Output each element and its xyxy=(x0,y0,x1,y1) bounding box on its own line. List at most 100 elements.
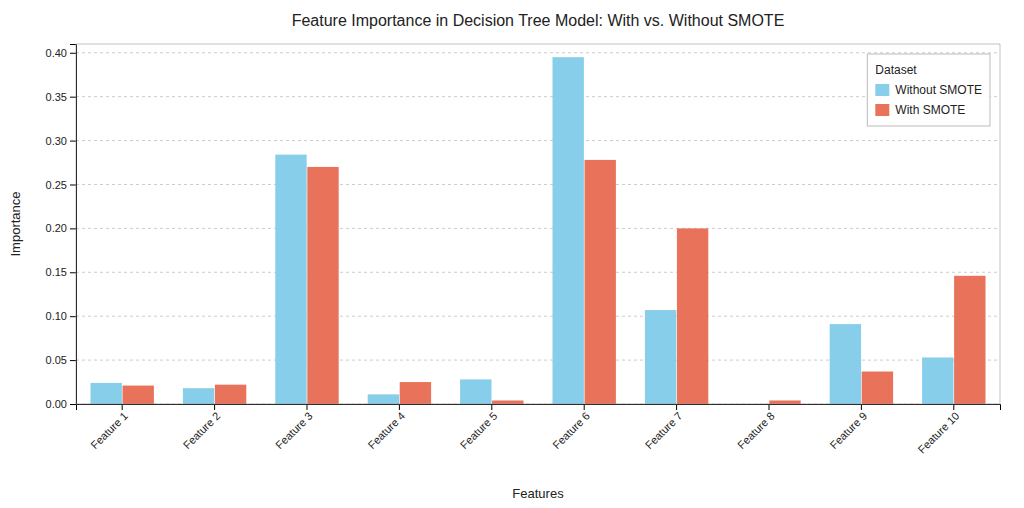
tick-mark xyxy=(70,141,76,142)
y-tick: 0.40 xyxy=(46,47,76,59)
bar xyxy=(553,57,584,404)
y-tick: 0.10 xyxy=(46,310,76,322)
x-tick: Feature 9 xyxy=(827,404,869,451)
tick-mark xyxy=(307,404,308,410)
x-tick: Feature 2 xyxy=(181,404,223,451)
tick-mark xyxy=(70,228,76,229)
bar xyxy=(460,379,491,404)
y-tick: 0.05 xyxy=(46,354,76,366)
grid-line xyxy=(76,96,1000,97)
bar xyxy=(862,372,893,404)
tick-mark xyxy=(70,53,76,54)
grid-line xyxy=(76,228,1000,229)
y-tick: 0.15 xyxy=(46,266,76,278)
bar xyxy=(585,160,616,404)
x-tick: Feature 10 xyxy=(915,404,961,456)
tick-label: Feature 4 xyxy=(365,410,407,452)
tick-mark xyxy=(122,404,123,410)
tick-label: 0.10 xyxy=(46,310,67,322)
x-tick: Feature 1 xyxy=(88,404,130,451)
bar xyxy=(275,155,306,404)
tick-mark xyxy=(953,404,954,410)
tick-mark xyxy=(769,404,770,410)
bar xyxy=(677,228,708,404)
plot-frame xyxy=(76,44,1000,404)
x-axis: Feature 1 Feature 2 Feature 3 Feature 4 Feat… xyxy=(77,404,1001,456)
y-tick: 0.20 xyxy=(46,222,76,234)
tick-mark xyxy=(676,404,677,410)
bar xyxy=(215,385,246,404)
grid-line xyxy=(76,140,1000,141)
bar xyxy=(183,388,214,404)
grid-line xyxy=(76,272,1000,273)
tick-label: 0.15 xyxy=(46,266,67,278)
tick-mark xyxy=(70,272,76,273)
tick-label: Feature 10 xyxy=(915,410,961,456)
tick-mark xyxy=(399,404,400,410)
tick-label: Feature 6 xyxy=(550,410,592,452)
legend-item: With SMOTE xyxy=(875,103,965,117)
title: Feature Importance in Decision Tree Mode… xyxy=(292,12,785,29)
grid-line xyxy=(76,184,1000,185)
y-tick: 0.00 xyxy=(46,398,76,410)
tick-label: Feature 9 xyxy=(827,410,869,452)
series xyxy=(123,160,986,404)
bar xyxy=(830,324,861,404)
x-tick: Feature 3 xyxy=(273,404,315,451)
legend-swatch xyxy=(875,104,889,116)
x-axis-title: Features xyxy=(512,486,564,501)
legend-items: Without SMOTE With SMOTE xyxy=(875,83,982,117)
tick-label: Feature 1 xyxy=(88,410,130,452)
series xyxy=(91,57,954,404)
bar xyxy=(307,167,338,404)
grid-line xyxy=(76,360,1000,361)
bar xyxy=(123,386,154,404)
tick-mark xyxy=(584,404,585,410)
bar xyxy=(400,382,431,404)
bar xyxy=(91,383,122,404)
tick-label: Feature 5 xyxy=(458,410,500,452)
bars xyxy=(91,57,986,404)
chart: 0.00 0.05 0.10 0.15 0.20 0.25 0.30 0.35 0.40 Feat… xyxy=(0,0,1024,508)
tick-label: Feature 7 xyxy=(643,410,685,452)
tick-label: Feature 3 xyxy=(273,410,315,452)
y-tick: 0.35 xyxy=(46,91,76,103)
grid-line xyxy=(76,316,1000,317)
legend-label: Without SMOTE xyxy=(895,83,982,97)
tick-label: 0.20 xyxy=(46,222,67,234)
bar xyxy=(492,400,523,404)
tick-mark xyxy=(70,184,76,185)
bar xyxy=(922,357,953,404)
tick-mark xyxy=(70,97,76,98)
legend-label: With SMOTE xyxy=(895,103,965,117)
x-tick: Feature 5 xyxy=(458,404,500,451)
tick-label: Feature 8 xyxy=(735,410,777,452)
legend-swatch xyxy=(875,84,889,96)
x-tick: Feature 4 xyxy=(365,404,407,451)
tick-mark xyxy=(491,404,492,410)
y-tick: 0.30 xyxy=(46,135,76,147)
tick-label: Feature 2 xyxy=(181,410,223,452)
tick-mark xyxy=(70,360,76,361)
y-axis: 0.00 0.05 0.10 0.15 0.20 0.25 0.30 0.35 0.40 xyxy=(46,45,77,411)
tick-label: 0.00 xyxy=(46,398,67,410)
y-tick: 0.25 xyxy=(46,179,76,191)
bar xyxy=(645,310,676,404)
legend-item: Without SMOTE xyxy=(875,83,982,97)
tick-label: 0.40 xyxy=(46,47,67,59)
axis-line xyxy=(70,45,77,405)
x-tick: Feature 8 xyxy=(735,404,777,451)
tick-label: 0.35 xyxy=(46,91,67,103)
tick-label: 0.30 xyxy=(46,135,67,147)
bar xyxy=(954,276,985,404)
legend-box xyxy=(867,54,990,126)
y-axis-title: Importance xyxy=(8,191,23,256)
plot: 0.00 0.05 0.10 0.15 0.20 0.25 0.30 0.35 0.40 Feat… xyxy=(46,44,1001,456)
x-tick: Feature 7 xyxy=(643,404,685,451)
tick-mark xyxy=(214,404,215,410)
tick-mark xyxy=(70,404,76,405)
legend: Without SMOTE With SMOTE Dataset xyxy=(867,54,990,126)
tick-label: 0.05 xyxy=(46,354,67,366)
grid-line xyxy=(76,52,1000,53)
legend-title: Dataset xyxy=(875,63,917,77)
